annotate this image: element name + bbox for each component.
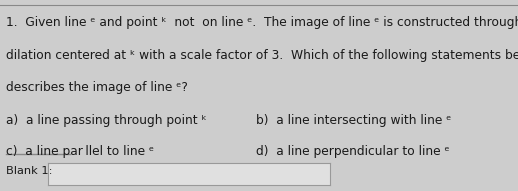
Text: Blank 1:: Blank 1: <box>6 166 53 176</box>
Text: describes the image of line ᵉ?: describes the image of line ᵉ? <box>6 81 188 94</box>
Text: c)  a line par llel to line ᵉ: c) a line par llel to line ᵉ <box>6 145 154 158</box>
Text: b)  a line intersecting with line ᵉ: b) a line intersecting with line ᵉ <box>256 114 452 127</box>
Text: dilation centered at ᵏ with a scale factor of 3.  Which of the following stateme: dilation centered at ᵏ with a scale fact… <box>6 49 518 62</box>
Text: a)  a line passing through point ᵏ: a) a line passing through point ᵏ <box>6 114 207 127</box>
Text: 1.  Given line ᵉ and point ᵏ  not  on line ᵉ.  The image of line ᵉ is constructe: 1. Given line ᵉ and point ᵏ not on line … <box>6 16 518 29</box>
Text: d)  a line perpendicular to line ᵉ: d) a line perpendicular to line ᵉ <box>256 145 450 158</box>
